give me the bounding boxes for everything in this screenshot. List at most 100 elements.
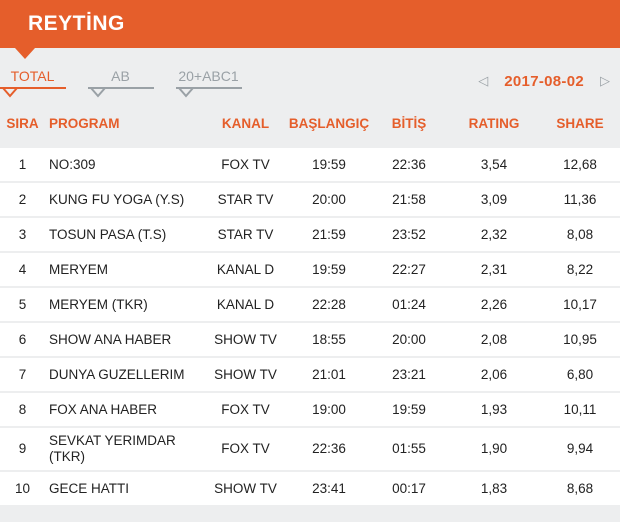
cell-baslangic: 20:00 — [312, 191, 346, 207]
cell-share: 10,17 — [563, 296, 597, 312]
panel-header: REYTİNG — [0, 0, 620, 48]
cell-kanal: SHOW TV — [214, 331, 277, 347]
cell-baslangic: 22:36 — [312, 441, 346, 456]
tab-underline-notch-icon — [175, 87, 242, 98]
column-header-bitis: BİTİŞ — [391, 116, 427, 131]
cell-sira: 7 — [18, 366, 27, 382]
cell-bitis: 23:21 — [392, 366, 426, 382]
table-row: 9 SEVKAT YERIMDAR (TKR) FOX TV 22:36 01:… — [0, 428, 620, 470]
cell-program: MERYEM — [49, 261, 109, 277]
cell-share: 8,22 — [566, 261, 594, 277]
filter-bar: TOTAL AB 20+ABC1 — [0, 48, 620, 100]
cell-bitis: 01:55 — [392, 441, 426, 456]
cell-program: SHOW ANA HABER — [49, 331, 172, 347]
table-row: 8 FOX ANA HABER FOX TV 19:00 19:59 1,93 … — [0, 393, 620, 426]
prev-date-button[interactable]: ◁ — [476, 75, 490, 88]
cell-kanal: STAR TV — [217, 191, 274, 207]
column-header-kanal: KANAL — [221, 116, 270, 131]
table-row: 2 KUNG FU YOGA (Y.S) STAR TV 20:00 21:58… — [0, 183, 620, 216]
column-header-sira: SIRA — [6, 116, 39, 131]
table-row: 5 MERYEM (TKR) KANAL D 22:28 01:24 2,26 … — [0, 288, 620, 321]
cell-sira: 4 — [18, 261, 27, 277]
cell-program: GECE HATTI — [49, 480, 130, 496]
cell-kanal: FOX TV — [221, 156, 270, 172]
cell-bitis: 21:58 — [392, 191, 426, 207]
cell-rating: 2,06 — [480, 366, 508, 382]
cell-baslangic: 19:00 — [312, 401, 346, 417]
cell-share: 10,11 — [563, 401, 597, 417]
cell-share: 8,68 — [566, 480, 594, 496]
cell-baslangic: 22:28 — [312, 296, 346, 312]
cell-bitis: 22:27 — [392, 261, 426, 277]
cell-sira: 5 — [18, 296, 27, 312]
tab-underline-notch-icon — [0, 87, 66, 98]
cell-program: MERYEM (TKR) — [49, 296, 148, 312]
cell-sira: 9 — [18, 441, 27, 456]
cell-bitis: 20:00 — [392, 331, 426, 347]
cell-bitis: 01:24 — [392, 296, 426, 312]
cell-baslangic: 18:55 — [312, 331, 346, 347]
cell-program: KUNG FU YOGA (Y.S) — [49, 191, 185, 207]
audience-tabs: TOTAL AB 20+ABC1 — [0, 68, 242, 98]
table-row: 4 MERYEM KANAL D 19:59 22:27 2,31 8,22 — [0, 253, 620, 286]
cell-bitis: 23:52 — [392, 226, 426, 242]
table-row: 6 SHOW ANA HABER SHOW TV 18:55 20:00 2,0… — [0, 323, 620, 356]
tab-label: AB — [111, 68, 130, 84]
column-header-program: PROGRAM — [49, 116, 120, 131]
column-header-rating: RATING — [468, 116, 520, 131]
table-row: 10 GECE HATTI SHOW TV 23:41 00:17 1,83 8… — [0, 472, 620, 505]
cell-sira: 10 — [14, 480, 31, 496]
table-body: 1 NO:309 FOX TV 19:59 22:36 3,54 12,68 2… — [0, 148, 620, 505]
cell-rating: 3,09 — [480, 191, 508, 207]
page-title: REYTİNG — [28, 12, 125, 35]
cell-rating: 1,83 — [480, 480, 508, 496]
cell-rating: 1,90 — [480, 441, 508, 456]
cell-rating: 1,93 — [480, 401, 508, 417]
cell-rating: 2,31 — [480, 261, 508, 277]
cell-kanal: FOX TV — [221, 401, 270, 417]
cell-share: 11,36 — [563, 191, 597, 207]
cell-share: 8,08 — [566, 226, 594, 242]
cell-kanal: SHOW TV — [214, 366, 277, 382]
cell-kanal: KANAL D — [216, 296, 275, 312]
cell-share: 9,94 — [566, 441, 594, 456]
tab-20abc1[interactable]: 20+ABC1 — [175, 68, 242, 98]
cell-baslangic: 19:59 — [312, 156, 346, 172]
cell-program: TOSUN PASA (T.S) — [49, 226, 167, 242]
column-header-share: SHARE — [556, 116, 604, 131]
header-pointer — [15, 48, 35, 59]
cell-rating: 2,32 — [480, 226, 508, 242]
right-arrow-icon: ▷ — [600, 74, 610, 89]
cell-sira: 1 — [18, 156, 27, 172]
cell-program: NO:309 — [49, 156, 96, 172]
next-date-button[interactable]: ▷ — [598, 75, 612, 88]
table-row: 3 TOSUN PASA (T.S) STAR TV 21:59 23:52 2… — [0, 218, 620, 251]
cell-sira: 6 — [18, 331, 27, 347]
cell-rating: 2,08 — [480, 331, 508, 347]
cell-rating: 3,54 — [480, 156, 508, 172]
cell-baslangic: 21:59 — [312, 226, 346, 242]
cell-bitis: 19:59 — [392, 401, 426, 417]
cell-bitis: 22:36 — [392, 156, 426, 172]
cell-baslangic: 21:01 — [312, 366, 346, 382]
cell-program: SEVKAT YERIMDAR (TKR) — [49, 433, 176, 464]
table-row: 1 NO:309 FOX TV 19:59 22:36 3,54 12,68 — [0, 148, 620, 181]
cell-share: 12,68 — [563, 156, 597, 172]
tab-underline-notch-icon — [87, 87, 154, 98]
cell-sira: 8 — [18, 401, 27, 417]
tab-total[interactable]: TOTAL — [0, 68, 66, 98]
cell-kanal: FOX TV — [221, 441, 270, 456]
cell-sira: 2 — [18, 191, 27, 207]
left-arrow-icon: ◁ — [478, 74, 489, 89]
tab-ab[interactable]: AB — [87, 68, 154, 98]
cell-program: FOX ANA HABER — [49, 401, 158, 417]
cell-program: DUNYA GUZELLERIM — [49, 366, 185, 382]
cell-share: 10,95 — [563, 331, 597, 347]
cell-baslangic: 19:59 — [312, 261, 346, 277]
cell-bitis: 00:17 — [392, 480, 426, 496]
cell-kanal: KANAL D — [216, 261, 275, 277]
tab-label: TOTAL — [10, 68, 55, 84]
tab-label: 20+ABC1 — [178, 68, 239, 84]
column-header-baslangic: BAŞLANGIÇ — [288, 116, 370, 131]
